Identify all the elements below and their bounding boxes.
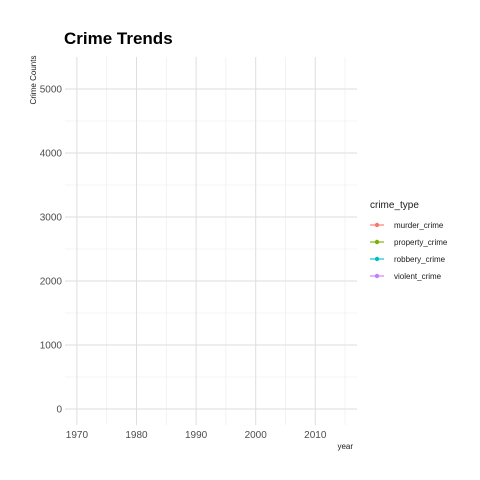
- legend-key-point: [374, 256, 380, 262]
- x-tick-label: 1980: [125, 430, 148, 441]
- legend-label: robbery_crime: [394, 255, 446, 264]
- legend-title: crime_type: [370, 200, 419, 211]
- legend-key-point: [374, 239, 380, 245]
- legend: crime_type murder_crime property_crimerob…: [370, 200, 448, 281]
- x-tick-label: 1990: [185, 430, 208, 441]
- legend-label: murder_crime: [394, 221, 444, 230]
- y-tick-label: 1000: [40, 341, 63, 352]
- y-axis-title: Crime Counts: [29, 56, 38, 105]
- y-tick-label: 5000: [40, 85, 63, 96]
- y-axis-ticks: 0 1000 2000 3000 4000 5000: [40, 85, 63, 416]
- x-tick-label: 2000: [245, 430, 268, 441]
- legend-label: violent_crime: [394, 272, 442, 281]
- legend-key-point: [374, 222, 380, 228]
- x-axis-ticks: 1970 1980 1990 2000 2010: [66, 430, 327, 441]
- legend-key-point: [374, 273, 380, 279]
- x-tick-label: 1970: [66, 430, 89, 441]
- y-tick-label: 2000: [40, 277, 63, 288]
- y-tick-label: 0: [56, 405, 62, 416]
- x-tick-label: 2010: [304, 430, 327, 441]
- y-tick-label: 3000: [40, 213, 63, 224]
- legend-label: property_crime: [394, 238, 448, 247]
- minor-gridlines: [65, 57, 357, 425]
- x-axis-title: year: [337, 442, 353, 451]
- major-gridlines: [65, 57, 357, 425]
- chart-title: Crime Trends: [64, 29, 173, 48]
- y-tick-label: 4000: [40, 149, 63, 160]
